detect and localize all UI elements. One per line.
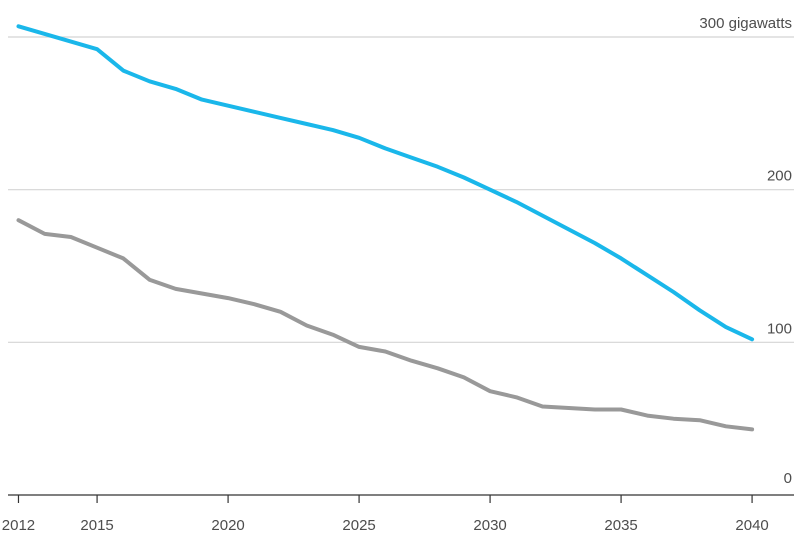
- x-tick-label-2020: 2020: [211, 517, 244, 534]
- y-tick-label-300: 300 gigawatts: [699, 15, 792, 32]
- series-lines: [16, 24, 755, 432]
- x-tick-labels: 2012 2015 2020 2025 2030 2035 2040: [2, 517, 769, 534]
- x-axis: [8, 494, 794, 503]
- x-tick-label-2025: 2025: [342, 517, 375, 534]
- y-tick-label-200: 200: [767, 168, 792, 185]
- x-tick-label-2015: 2015: [80, 517, 113, 534]
- x-tick-label-2012: 2012: [2, 517, 35, 534]
- y-tick-labels: 0 100 200 300 gigawatts: [699, 15, 792, 487]
- y-tick-label-0: 0: [784, 470, 792, 487]
- x-tick-label-2035: 2035: [604, 517, 637, 534]
- x-tick-label-2040: 2040: [735, 517, 768, 534]
- x-tick-label-2030: 2030: [473, 517, 506, 534]
- grid-lines: [8, 36, 794, 343]
- y-tick-label-100: 100: [767, 320, 792, 337]
- series-line-1: [16, 24, 755, 342]
- series-line-2: [16, 218, 755, 432]
